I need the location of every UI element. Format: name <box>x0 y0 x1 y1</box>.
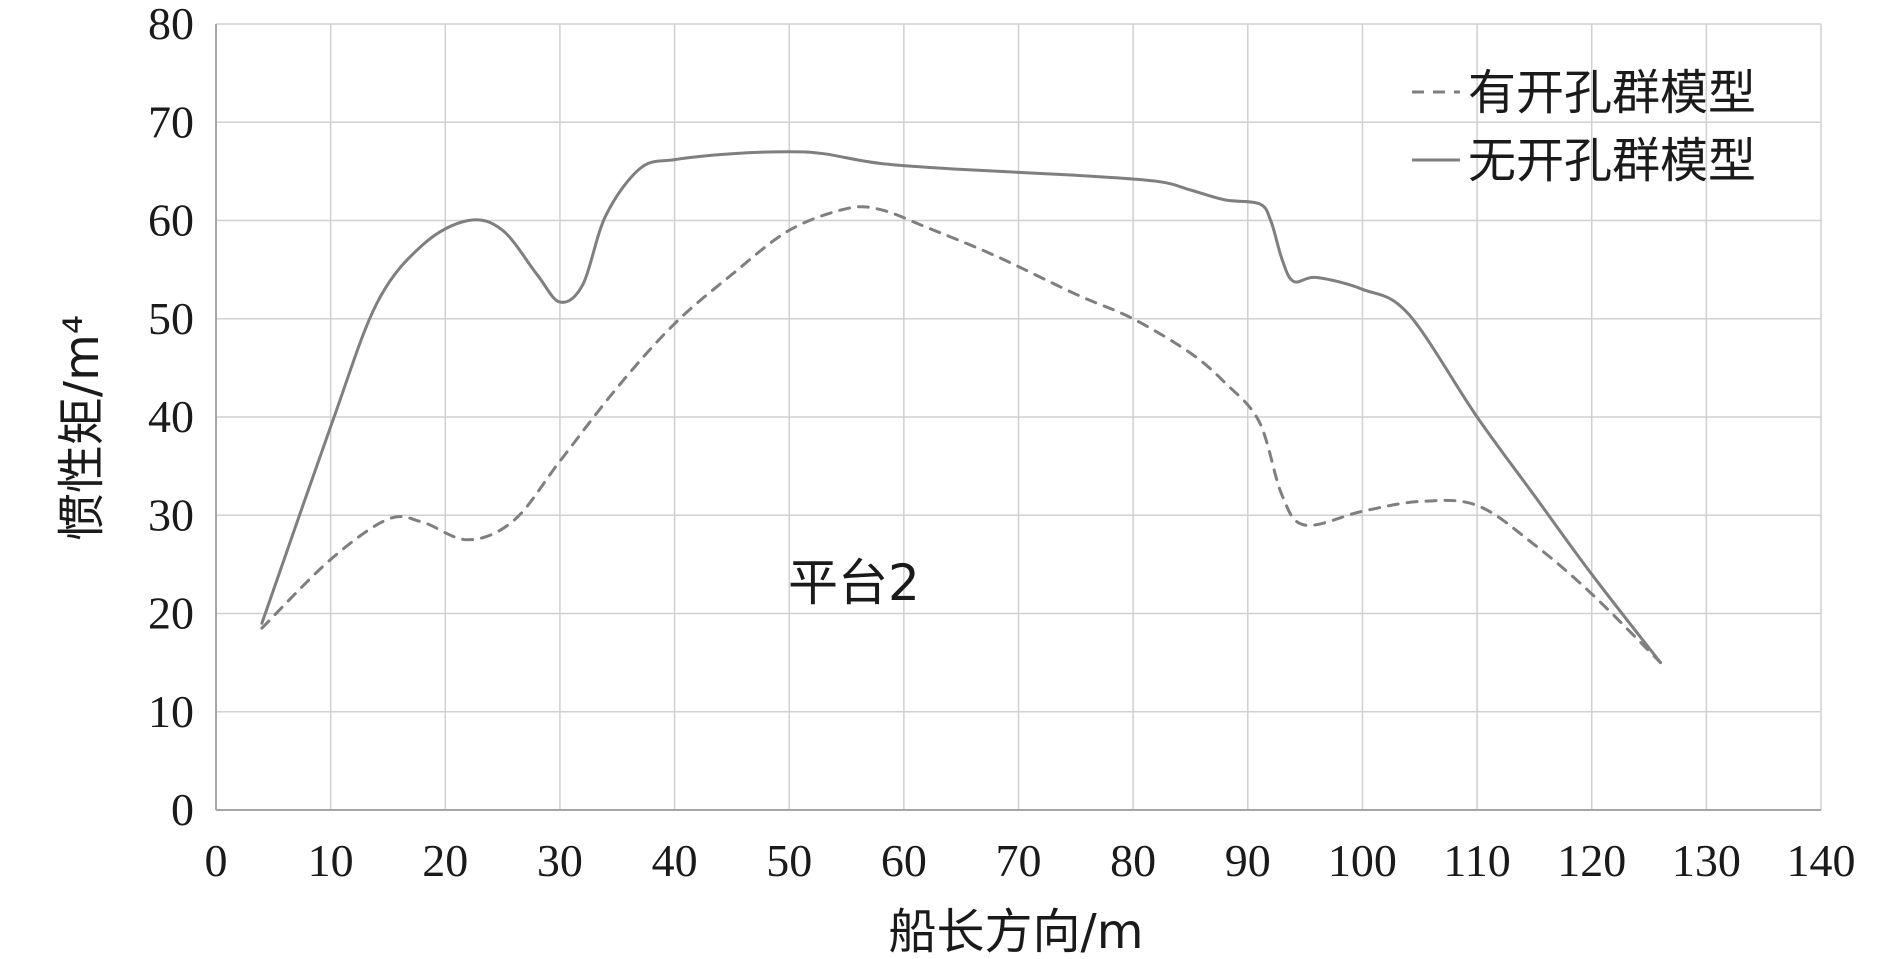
x-tick-label: 40 <box>652 835 698 886</box>
legend-label-without-openings: 无开孔群模型 <box>1468 133 1756 189</box>
x-tick-label: 100 <box>1328 835 1397 886</box>
x-tick-label: 0 <box>205 835 228 886</box>
x-tick-label: 90 <box>1225 835 1271 886</box>
x-tick-label: 70 <box>996 835 1042 886</box>
grid <box>216 23 1822 810</box>
legend: 有开孔群模型 无开孔群模型 <box>1412 65 1756 189</box>
series-line-with-openings <box>260 205 1662 665</box>
x-tick-label: 30 <box>537 835 583 886</box>
x-tick-labels: 0 10 20 30 40 50 60 70 80 90 100 110 120 130 140 <box>205 835 1856 886</box>
y-axis-title: 惯性矩/m⁴ <box>54 315 110 541</box>
x-tick-label: 80 <box>1110 835 1156 886</box>
series-line-without-openings <box>260 150 1662 665</box>
x-tick-label: 130 <box>1672 835 1741 886</box>
x-tick-label: 120 <box>1557 835 1626 886</box>
x-tick-label: 20 <box>422 835 468 886</box>
y-tick-label: 20 <box>148 588 194 639</box>
y-tick-label: 0 <box>171 784 194 835</box>
x-tick-label: 110 <box>1443 835 1510 886</box>
x-tick-label: 50 <box>766 835 812 886</box>
x-tick-label: 60 <box>881 835 927 886</box>
y-tick-label: 10 <box>148 686 194 737</box>
axes <box>215 24 1821 811</box>
platform-annotation: 平台2 <box>788 554 920 612</box>
y-tick-label: 40 <box>148 391 194 442</box>
x-axis-title: 船长方向/m <box>889 904 1144 959</box>
y-tick-label: 50 <box>148 293 194 344</box>
y-tick-label: 80 <box>148 0 194 49</box>
y-tick-label: 60 <box>148 195 194 246</box>
x-tick-label: 140 <box>1787 835 1856 886</box>
series-lines <box>260 150 1662 665</box>
x-tick-label: 10 <box>308 835 354 886</box>
y-tick-label: 70 <box>148 96 194 147</box>
y-tick-labels: 0 10 20 30 40 50 60 70 80 <box>148 0 194 835</box>
y-tick-label: 30 <box>148 489 194 540</box>
legend-label-with-openings: 有开孔群模型 <box>1468 65 1756 121</box>
